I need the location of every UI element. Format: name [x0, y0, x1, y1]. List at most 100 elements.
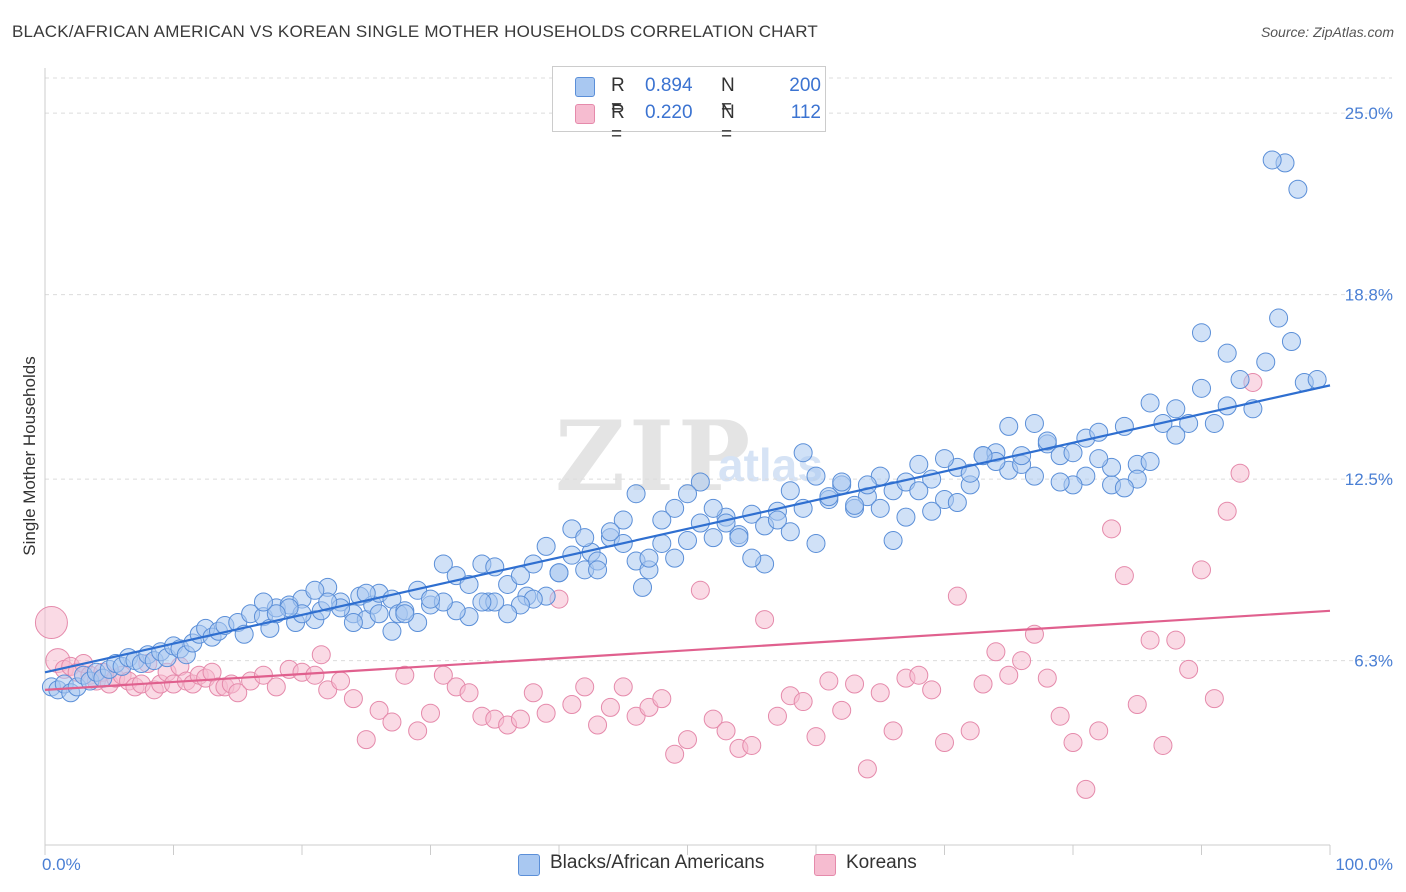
korean-point	[1179, 659, 1199, 679]
black-point	[459, 574, 479, 594]
korean-point	[909, 665, 929, 685]
black-point	[716, 513, 736, 533]
black-point	[1024, 413, 1044, 433]
korean-point	[690, 580, 710, 600]
korean-point	[652, 689, 672, 709]
korean-point	[510, 709, 530, 729]
korean-point	[311, 645, 331, 665]
black-point	[382, 621, 402, 641]
korean-point	[960, 721, 980, 741]
n-value: 112	[790, 102, 821, 123]
korean-point	[588, 715, 608, 735]
korean-point	[742, 735, 762, 755]
black-point	[690, 472, 710, 492]
watermark-main: ZIP	[555, 400, 755, 513]
black-point	[472, 592, 492, 612]
korean-point	[806, 727, 826, 747]
black-point	[305, 580, 325, 600]
korean-point	[382, 712, 402, 732]
black-point	[1192, 378, 1211, 398]
axes	[44, 68, 1331, 855]
black-point	[665, 548, 685, 568]
black-point	[973, 446, 993, 466]
axis-labels: 6.3% 12.5% 18.8% 25.0% 0.0% 100.0% Single Moth…	[20, 104, 1393, 874]
correlation-legend: R = 0.894 N = 200 R = 0.220 N = 112	[552, 66, 826, 145]
korean-point	[228, 683, 248, 703]
x-tick-label: 0.0%	[42, 855, 81, 874]
black-points	[41, 150, 1327, 703]
black-point	[588, 560, 608, 580]
black-point	[922, 501, 942, 521]
black-point	[806, 533, 826, 553]
source-label: Source: ZipAtlas.com	[1260, 24, 1394, 40]
black-point	[1281, 331, 1301, 351]
korean-point	[716, 721, 736, 741]
black-point	[421, 589, 440, 609]
korean-point	[536, 703, 556, 723]
korean-point	[600, 697, 620, 717]
black-point	[1269, 308, 1289, 328]
korean-point	[1127, 694, 1147, 714]
black-point	[690, 513, 710, 533]
korean-point	[331, 671, 351, 691]
korean-point	[767, 706, 787, 726]
korean-point	[523, 683, 543, 703]
black-point	[266, 604, 286, 624]
black-point	[639, 548, 659, 568]
korean-point	[973, 674, 993, 694]
black-point	[729, 528, 749, 548]
black-point	[909, 481, 929, 501]
y-tick-label: 6.3%	[1354, 652, 1393, 671]
korean-point	[832, 700, 852, 720]
legend-swatch-pink	[575, 104, 595, 124]
korean-point	[793, 692, 813, 712]
y-axis-title: Single Mother Households	[20, 356, 39, 555]
korean-point	[819, 671, 839, 691]
korean-point	[562, 694, 582, 714]
korean-point	[1063, 733, 1083, 753]
korean-point	[613, 677, 633, 697]
korean-point	[356, 730, 376, 750]
black-point	[678, 531, 697, 551]
korean-point	[986, 642, 1006, 662]
korean-point	[459, 683, 479, 703]
black-point	[575, 528, 595, 548]
black-point	[1089, 449, 1109, 469]
black-point	[395, 604, 415, 624]
black-point	[703, 498, 723, 518]
black-point	[1262, 150, 1282, 170]
black-point	[1140, 452, 1160, 471]
n-value: 200	[789, 75, 821, 96]
korean-point	[755, 610, 775, 630]
black-point	[999, 416, 1019, 436]
korean-point	[857, 759, 877, 779]
black-point	[1256, 352, 1276, 372]
korean-point	[1037, 668, 1057, 688]
legend-swatch-pink	[814, 854, 836, 876]
r-label: R =	[611, 75, 625, 118]
korean-point	[703, 709, 723, 729]
korean-point	[575, 677, 595, 697]
korean-point	[883, 721, 903, 741]
black-point	[935, 449, 954, 469]
black-point	[883, 531, 903, 551]
n-label: N =	[721, 102, 735, 145]
black-point	[1024, 466, 1044, 486]
legend-label: Blacks/African Americans	[550, 852, 765, 873]
korean-point	[1102, 519, 1122, 539]
korean-point	[1050, 706, 1070, 726]
black-point	[1166, 425, 1186, 445]
black-point	[369, 604, 389, 624]
black-point	[652, 533, 672, 553]
korean-point	[1076, 779, 1096, 799]
black-point	[253, 592, 273, 612]
black-point	[1114, 478, 1134, 498]
korean-point	[665, 744, 685, 764]
black-point	[1140, 393, 1160, 413]
korean-point	[369, 700, 389, 720]
black-point	[356, 583, 376, 603]
legend-swatch-blue	[575, 77, 595, 97]
black-point	[793, 443, 813, 463]
black-point	[857, 475, 877, 495]
